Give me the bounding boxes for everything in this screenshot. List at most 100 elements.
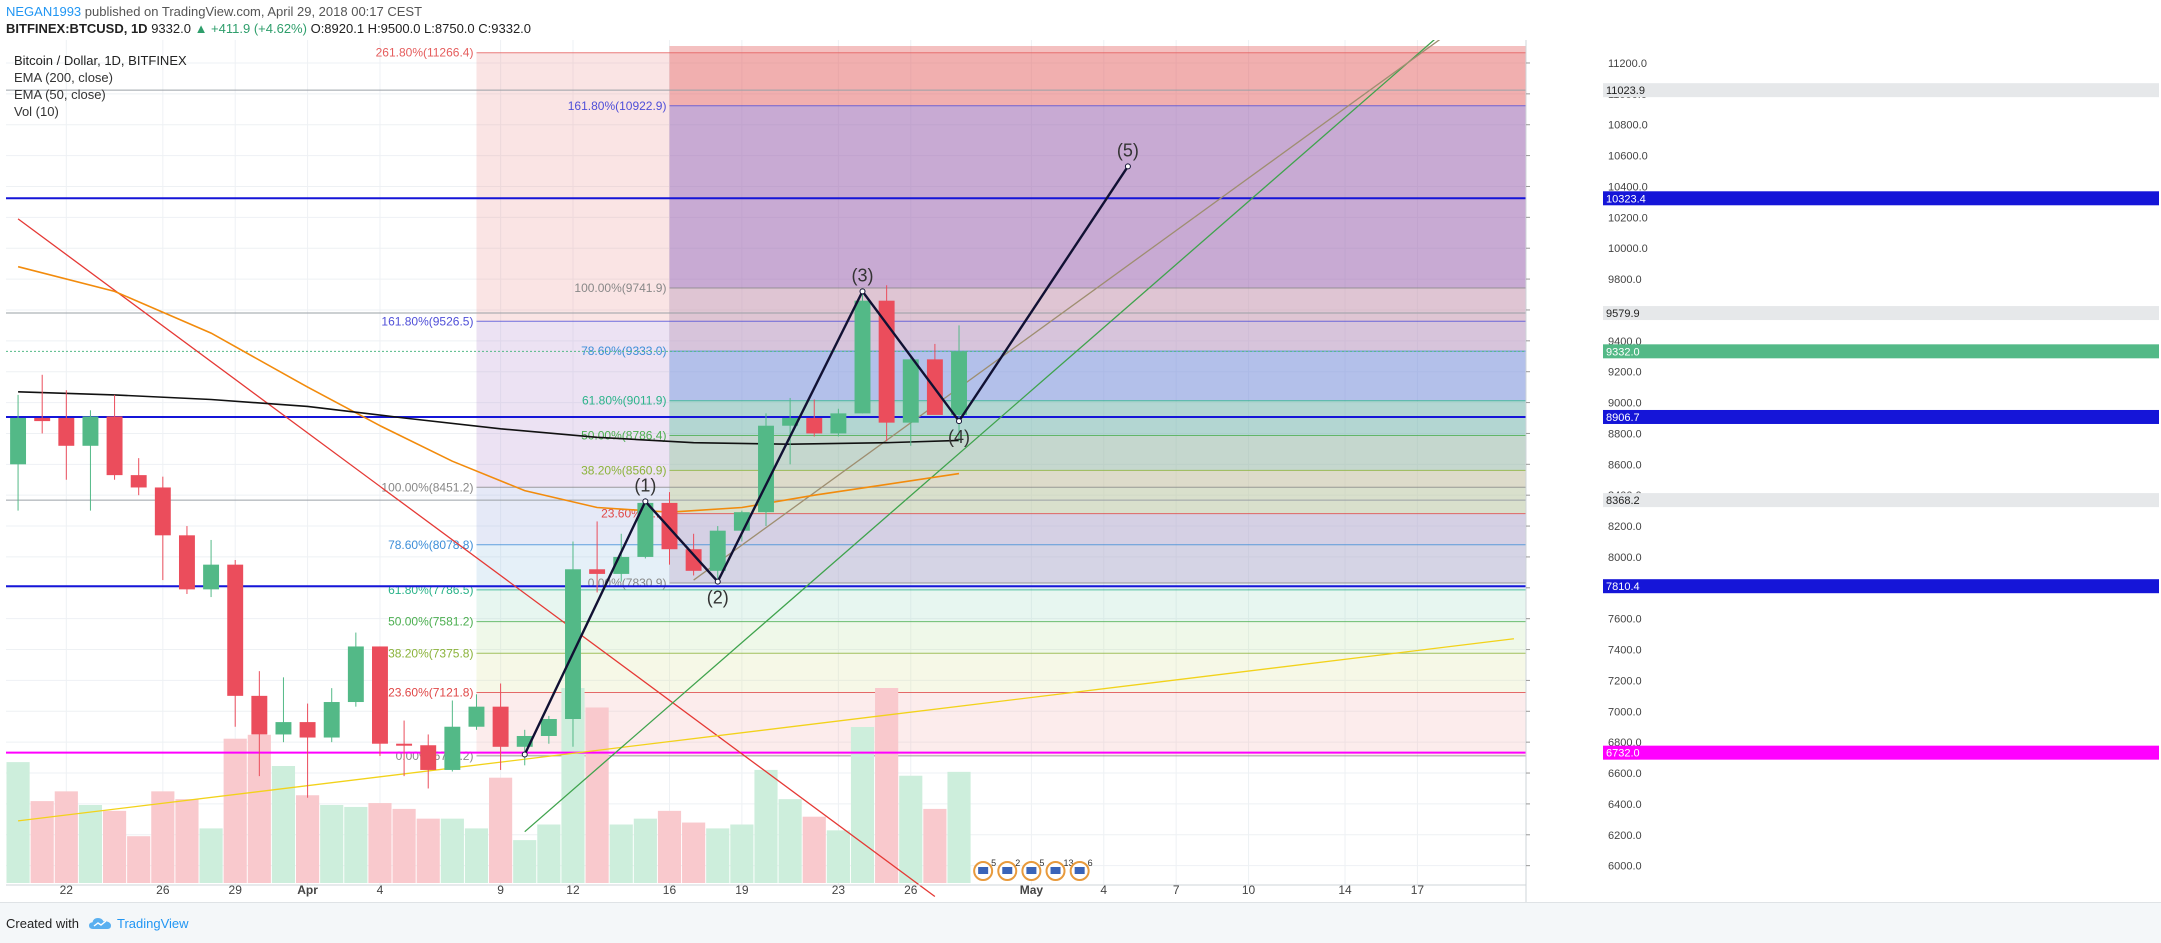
candle-body [782,418,799,426]
price-tick-label: 8200.0 [1608,521,1642,533]
fib-right-top-band [669,46,1526,106]
time-tick-label: 19 [735,883,749,897]
ema200-line [18,391,960,446]
price-level-tag-label: 7810.4 [1606,581,1640,593]
candle-body [565,569,581,720]
price-level-tag [1603,344,2159,359]
wave-label: (1) [634,475,656,495]
fib-left-label: 261.80%(11266.4) [376,46,474,60]
time-tick-label: Apr [297,883,318,897]
trend-line [524,40,1435,833]
author-link[interactable]: NEGAN1993 [6,4,82,19]
candle-body [685,549,702,571]
candle-body [420,745,437,770]
price-tick-label: 7400.0 [1608,645,1642,657]
candle-body [902,359,919,423]
candle-body [130,475,147,488]
legend-ema50[interactable]: EMA (50, close) [14,87,106,102]
price-level-tag-label: 10323.4 [1606,193,1646,205]
volume-bar [127,836,151,883]
volume-bar [802,816,826,883]
volume-bar [6,762,30,883]
price-tick-label: 10400.0 [1608,181,1648,193]
volume-bar [875,688,899,883]
candle-body [251,695,268,735]
fib-left-band [476,692,1526,756]
volume-bar [151,791,175,883]
event-flag-icon [1026,867,1037,874]
time-tick-label: 10 [1242,883,1256,897]
time-tick-label: 26 [156,883,170,897]
volume-bar [344,806,368,883]
price-tick-label: 6400.0 [1608,799,1642,811]
candle-body [347,646,364,703]
tradingview-brand[interactable]: TradingView [117,916,189,931]
wave-label: (3) [852,265,874,285]
price-chart[interactable]: 261.80%(11266.4) 161.80%(9526.5) 100.00%(8… [0,40,2161,902]
symbol-name: BITFINEX:BTCUSD, 1D [6,21,148,36]
fib-right-band [669,470,1526,514]
price-level-tag [1603,579,2159,594]
fib-left-band [476,321,1526,488]
volume-bar [78,805,103,883]
volume-bar [223,738,247,883]
fib-left-label: 100.00%(8451.2) [381,480,473,494]
candle-body [878,300,895,423]
volume-bar [706,828,730,883]
price-level-tag-label: 9579.9 [1606,308,1640,320]
candle-body [372,646,388,744]
volume-bar [585,707,609,883]
volume-bar [923,808,947,883]
publish-info: NEGAN1993 published on TradingView.com, … [6,4,422,19]
volume-bar [561,688,585,883]
price-tick-label: 7600.0 [1608,614,1642,626]
fib-left-label: 38.20%(7375.8) [388,646,473,660]
candle-body [178,535,195,590]
volume-bar [464,828,489,883]
chart-area[interactable]: 261.80%(11266.4) 161.80%(9526.5) 100.00%(8… [0,40,2161,902]
volume-bar [392,808,416,883]
trend-line [17,218,936,898]
time-tick-label: 29 [229,883,243,897]
fib-right-label: 50.00%(8786.4) [581,429,666,443]
fib-right-label: 100.00%(9741.9) [574,281,666,295]
published-text: published on TradingView.com, April 29, … [84,4,423,19]
event-count: 5 [991,858,996,868]
candle-body [34,418,51,422]
price-change: ▲ +411.9 (+4.62%) [194,21,307,36]
event-count: 5 [1039,858,1044,868]
price-tick-label: 6600.0 [1608,768,1642,780]
fib-left-band [476,52,1526,322]
price-level-tag [1603,83,2159,98]
wave-point [521,751,528,758]
legend-volume[interactable]: Vol (10) [14,104,59,119]
candle-body [275,722,292,735]
fib-right-band [669,435,1526,471]
candle-body [516,735,533,747]
price-tick-label: 11200.0 [1608,58,1647,70]
volume-bar [102,810,127,883]
candle-body [492,706,509,747]
volume-bar [175,799,199,883]
elliott-wave-path [523,165,1129,756]
event-count: 6 [1088,858,1093,868]
time-tick-label: 12 [566,883,580,897]
price-level-tag-label: 11023.9 [1606,85,1645,97]
created-with-text: Created with [6,916,79,931]
fib-left-band [476,589,1526,622]
fib-right-label: 61.80%(9011.9) [582,394,667,408]
time-tick-label: 14 [1338,883,1352,897]
volume-bar [30,801,54,883]
volume-bar [513,840,537,883]
volume-bar [271,766,296,883]
price-level-tag-label: 8906.7 [1606,412,1640,424]
price-tick-label: 10600.0 [1608,151,1648,163]
time-tick-label: 23 [832,883,846,897]
legend-ema200[interactable]: EMA (200, close) [14,70,113,85]
volume-bar [633,818,657,883]
volume-bar [489,777,513,883]
candle-body [830,413,847,434]
fib-left-label: 61.80%(7786.5) [388,583,473,597]
tradingview-cloud-icon[interactable] [88,915,112,931]
wave-point [642,498,649,505]
